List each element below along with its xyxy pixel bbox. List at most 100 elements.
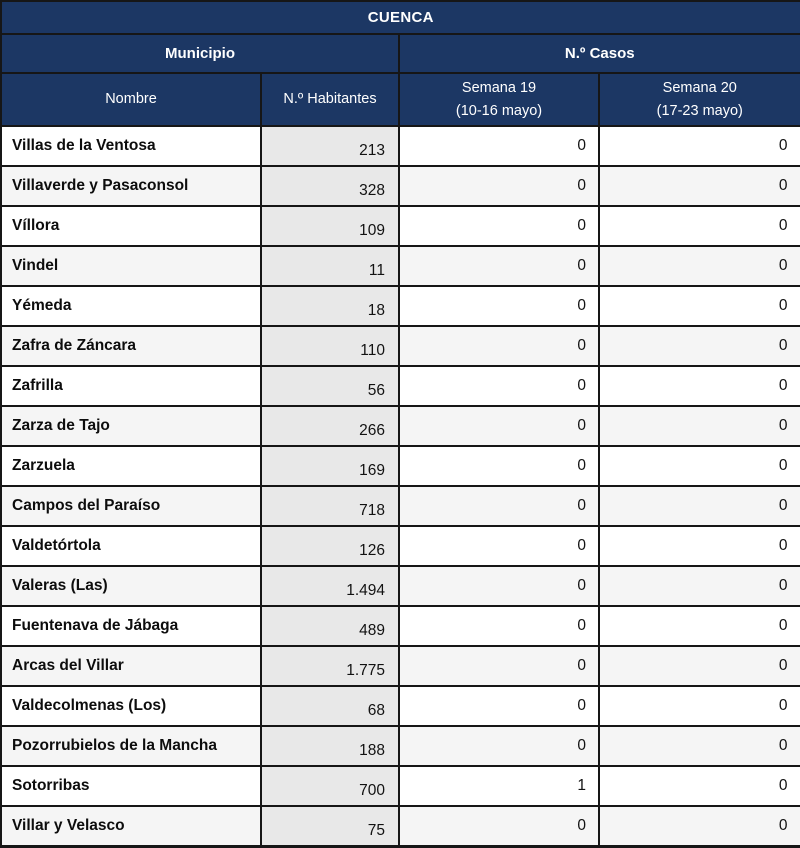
municipality-name-cell: Víllora: [0, 205, 262, 247]
semana20-cases-cell: 0: [597, 445, 800, 487]
municipality-name-cell: Pozorrubielos de la Mancha: [0, 725, 262, 767]
semana19-cases-cell: 0: [398, 285, 600, 327]
semana19-cases-cell: 0: [398, 325, 600, 367]
habitantes-cell: 700: [260, 765, 400, 807]
habitantes-cell: 56: [260, 365, 400, 407]
habitantes-cell: 109: [260, 205, 400, 247]
habitantes-cell: 11: [260, 245, 400, 287]
table-row: Arcas del Villar 1.775 0 0: [0, 645, 800, 687]
semana19-cases-cell: 0: [398, 645, 600, 687]
semana20-cases-cell: 0: [597, 805, 800, 847]
semana19-cases-cell: 0: [398, 125, 600, 167]
semana20-label: Semana 20: [662, 80, 737, 97]
semana20-cases-cell: 0: [597, 485, 800, 527]
habitantes-cell: 718: [260, 485, 400, 527]
municipality-name-cell: Villas de la Ventosa: [0, 125, 262, 167]
municipality-name-cell: Yémeda: [0, 285, 262, 327]
habitantes-cell: 126: [260, 525, 400, 567]
semana19-cases-cell: 0: [398, 685, 600, 727]
table-row: Villar y Velasco 75 0 0: [0, 805, 800, 847]
semana19-cases-cell: 0: [398, 805, 600, 847]
table-row: Valdetórtola 126 0 0: [0, 525, 800, 567]
semana20-cases-cell: 0: [597, 245, 800, 287]
table-row: Zarzuela 169 0 0: [0, 445, 800, 487]
semana20-cases-cell: 0: [597, 565, 800, 607]
municipality-name-cell: Zafrilla: [0, 365, 262, 407]
semana20-cases-cell: 0: [597, 125, 800, 167]
semana19-cases-cell: 0: [398, 405, 600, 447]
table-title: CUENCA: [0, 0, 800, 35]
table-row: Zarza de Tajo 266 0 0: [0, 405, 800, 447]
habitantes-cell: 266: [260, 405, 400, 447]
table-row: Fuentenava de Jábaga 489 0 0: [0, 605, 800, 647]
semana19-label: Semana 19: [461, 80, 537, 97]
table-row: Vindel 11 0 0: [0, 245, 800, 287]
table-row: Valdecolmenas (Los) 68 0 0: [0, 685, 800, 727]
municipality-name-cell: Fuentenava de Jábaga: [0, 605, 262, 647]
municipality-name-cell: Valdetórtola: [0, 525, 262, 567]
municipality-name-cell: Villaverde y Pasaconsol: [0, 165, 262, 207]
semana20-dates: (17-23 mayo): [656, 102, 743, 119]
group-header-municipio: Municipio: [0, 33, 400, 74]
semana19-cases-cell: 0: [398, 205, 600, 247]
habitantes-cell: 169: [260, 445, 400, 487]
semana20-cases-cell: 0: [597, 405, 800, 447]
col-header-semana19: Semana 19 (10-16 mayo): [398, 72, 600, 127]
semana20-cases-cell: 0: [597, 765, 800, 807]
municipality-name-cell: Zarza de Tajo: [0, 405, 262, 447]
habitantes-cell: 213: [260, 125, 400, 167]
semana19-dates: (10-16 mayo): [455, 102, 543, 119]
municipality-name-cell: Villar y Velasco: [0, 805, 262, 847]
group-header-row: Municipio N.º Casos: [0, 33, 800, 74]
table-row: Villaverde y Pasaconsol 328 0 0: [0, 165, 800, 207]
semana19-cases-cell: 0: [398, 165, 600, 207]
habitantes-cell: 328: [260, 165, 400, 207]
habitantes-cell: 1.494: [260, 565, 400, 607]
col-header-habitantes: N.º Habitantes: [260, 72, 400, 127]
table-title-row: CUENCA: [0, 0, 800, 35]
municipality-name-cell: Campos del Paraíso: [0, 485, 262, 527]
semana20-cases-cell: 0: [597, 325, 800, 367]
table-row: Campos del Paraíso 718 0 0: [0, 485, 800, 527]
semana19-cases-cell: 0: [398, 605, 600, 647]
municipality-name-cell: Zarzuela: [0, 445, 262, 487]
table-row: Pozorrubielos de la Mancha 188 0 0: [0, 725, 800, 767]
municipality-name-cell: Valeras (Las): [0, 565, 262, 607]
table-row: Villas de la Ventosa 213 0 0: [0, 125, 800, 167]
municipality-name-cell: Sotorribas: [0, 765, 262, 807]
semana19-cases-cell: 0: [398, 525, 600, 567]
semana19-cases-cell: 0: [398, 365, 600, 407]
group-header-casos: N.º Casos: [397, 33, 800, 74]
table-row: Sotorribas 700 1 0: [0, 765, 800, 807]
semana19-cases-cell: 0: [398, 245, 600, 287]
table-row: Zafrilla 56 0 0: [0, 365, 800, 407]
semana19-cases-cell: 0: [398, 485, 600, 527]
semana19-cases-cell: 1: [398, 765, 600, 807]
habitantes-cell: 489: [260, 605, 400, 647]
table-row: Zafra de Záncara 110 0 0: [0, 325, 800, 367]
semana20-cases-cell: 0: [597, 165, 800, 207]
municipality-name-cell: Zafra de Záncara: [0, 325, 262, 367]
col-header-semana20: Semana 20 (17-23 mayo): [597, 72, 800, 127]
semana20-cases-cell: 0: [597, 285, 800, 327]
municipality-name-cell: Arcas del Villar: [0, 645, 262, 687]
semana20-cases-cell: 0: [597, 605, 800, 647]
habitantes-cell: 68: [260, 685, 400, 727]
habitantes-cell: 1.775: [260, 645, 400, 687]
municipality-name-cell: Vindel: [0, 245, 262, 287]
habitantes-cell: 110: [260, 325, 400, 367]
column-header-row: Nombre N.º Habitantes Semana 19 (10-16 m…: [0, 72, 800, 127]
habitantes-cell: 18: [260, 285, 400, 327]
semana20-cases-cell: 0: [597, 725, 800, 767]
table-body: Villas de la Ventosa 213 0 0 Villaverde y Pa…: [0, 125, 800, 847]
habitantes-cell: 188: [260, 725, 400, 767]
table-row: Valeras (Las) 1.494 0 0: [0, 565, 800, 607]
col-header-nombre: Nombre: [0, 72, 262, 127]
municipality-name-cell: Valdecolmenas (Los): [0, 685, 262, 727]
semana20-cases-cell: 0: [597, 205, 800, 247]
table-row: Yémeda 18 0 0: [0, 285, 800, 327]
habitantes-cell: 75: [260, 805, 400, 847]
semana20-cases-cell: 0: [597, 645, 800, 687]
semana20-cases-cell: 0: [597, 685, 800, 727]
